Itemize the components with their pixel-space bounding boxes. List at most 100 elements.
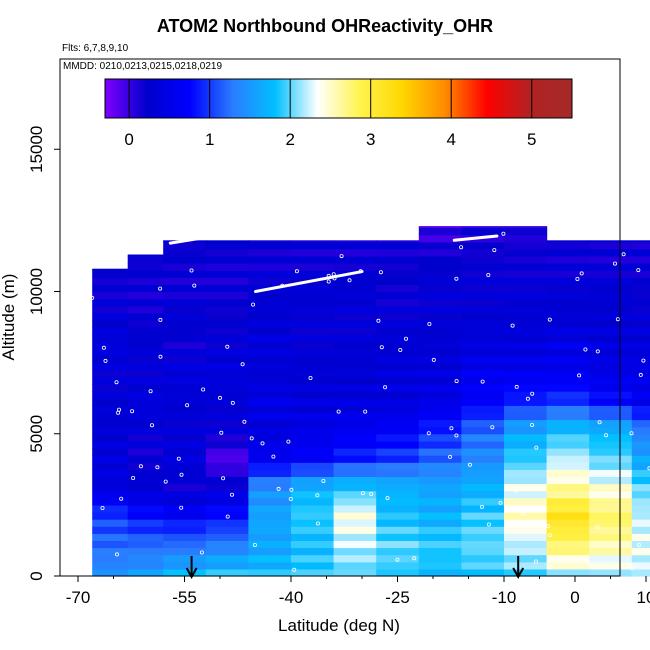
- y-axis-label: Altitude (m): [0, 274, 18, 361]
- heatmap-cell: [376, 526, 420, 534]
- heatmap-cell: [333, 433, 377, 442]
- heatmap-cell: [163, 412, 207, 421]
- heatmap-cell: [589, 334, 633, 342]
- heatmap-cell: [291, 305, 335, 314]
- heatmap-cell: [205, 526, 249, 534]
- heatmap-cell: [418, 469, 462, 477]
- heatmap-cell: [504, 369, 548, 378]
- heatmap-cell: [92, 512, 129, 520]
- heatmap-cell: [248, 384, 292, 392]
- heatmap-cell: [205, 504, 249, 513]
- heatmap-cell: [205, 469, 249, 477]
- heatmap-cell: [333, 327, 377, 335]
- sample-point: [597, 420, 602, 425]
- heatmap-cell: [546, 277, 590, 285]
- heatmap-cell: [127, 348, 164, 357]
- heatmap-cell: [589, 241, 633, 250]
- heatmap-cell: [163, 440, 207, 449]
- heatmap-cell: [504, 327, 548, 335]
- heatmap-cell: [504, 426, 548, 435]
- heatmap-cell: [333, 334, 377, 342]
- heatmap-cell: [376, 369, 420, 378]
- sample-point: [148, 389, 153, 394]
- heatmap-cell: [504, 547, 548, 556]
- heatmap-cell: [546, 483, 590, 492]
- heatmap-cell: [92, 412, 129, 421]
- heatmap-cell: [248, 497, 292, 506]
- heatmap-cell: [92, 448, 129, 456]
- sample-point: [604, 433, 609, 438]
- heatmap-cell: [418, 561, 462, 570]
- heatmap-cell: [127, 263, 164, 271]
- heatmap-cell: [127, 448, 164, 456]
- heatmap-cell: [163, 490, 207, 499]
- heatmap-cell: [504, 312, 548, 321]
- heatmap-cell: [589, 355, 633, 364]
- heatmap-cell: [127, 284, 164, 293]
- flights-note: Flts: 6,7,8,9,10: [62, 43, 129, 54]
- heatmap-cell: [163, 277, 207, 285]
- heatmap-cell: [163, 533, 207, 541]
- heatmap-cell: [92, 334, 129, 342]
- heatmap-cell: [248, 369, 292, 378]
- sample-point: [260, 441, 265, 446]
- heatmap-cell: [418, 490, 462, 499]
- heatmap-cell: [127, 319, 164, 328]
- flight-tracks: [168, 234, 499, 293]
- heatmap-cell: [333, 263, 377, 271]
- heatmap-cell: [376, 284, 420, 293]
- heatmap-cell: [163, 298, 207, 307]
- heatmap-cell: [92, 455, 129, 463]
- heatmap-cell: [589, 412, 633, 421]
- sample-point: [192, 283, 197, 288]
- heatmap-cell: [291, 348, 335, 357]
- sample-point: [534, 445, 539, 450]
- heatmap-cell: [418, 526, 462, 534]
- sample-point: [315, 493, 320, 498]
- heatmap-cell: [127, 277, 164, 285]
- heatmap-cell: [504, 384, 548, 392]
- heatmap-cell: [127, 419, 164, 428]
- heatmap-cell: [92, 376, 129, 385]
- heatmap-cell: [376, 298, 420, 307]
- heatmap-cell: [163, 327, 207, 335]
- heatmap-cell: [461, 462, 505, 470]
- heatmap-cell: [461, 419, 505, 428]
- heatmap-cell: [376, 476, 420, 485]
- heatmap-cell: [376, 334, 420, 342]
- heatmap-cell: [589, 440, 633, 449]
- heatmap-cell: [504, 376, 548, 385]
- sample-point: [630, 566, 635, 571]
- heatmap-cell: [248, 455, 292, 463]
- heatmap-cell: [291, 405, 335, 413]
- heatmap-cell: [376, 448, 420, 456]
- heatmap-cell: [631, 291, 650, 300]
- heatmap-cell: [504, 476, 548, 485]
- heatmap-cell: [376, 568, 420, 577]
- heatmap-cell: [127, 476, 164, 485]
- heatmap-cell: [205, 263, 249, 271]
- heatmap-cell: [333, 291, 377, 300]
- heatmap-cell: [546, 327, 590, 335]
- heatmap-cell: [418, 398, 462, 406]
- heatmap-cell: [376, 405, 420, 413]
- heatmap-cell: [461, 568, 505, 577]
- heatmap-cell: [248, 312, 292, 321]
- heatmap-cell: [205, 412, 249, 421]
- sample-point: [101, 345, 106, 350]
- heatmap-cell: [127, 540, 164, 549]
- heatmap-cell: [461, 476, 505, 485]
- heatmap-cell: [333, 533, 377, 541]
- heatmap-cell: [418, 362, 462, 371]
- heatmap-cell: [248, 291, 292, 300]
- heatmap-cell: [589, 284, 633, 293]
- heatmap-cell: [631, 519, 650, 527]
- heatmap-cell: [333, 476, 377, 485]
- sample-point: [185, 403, 190, 408]
- heatmap-cell: [92, 526, 129, 534]
- heatmap-cell: [589, 448, 633, 456]
- heatmap-cell: [163, 348, 207, 357]
- heatmap-cell: [546, 462, 590, 470]
- flight-arrows: [185, 556, 525, 580]
- heatmap-cell: [589, 533, 633, 541]
